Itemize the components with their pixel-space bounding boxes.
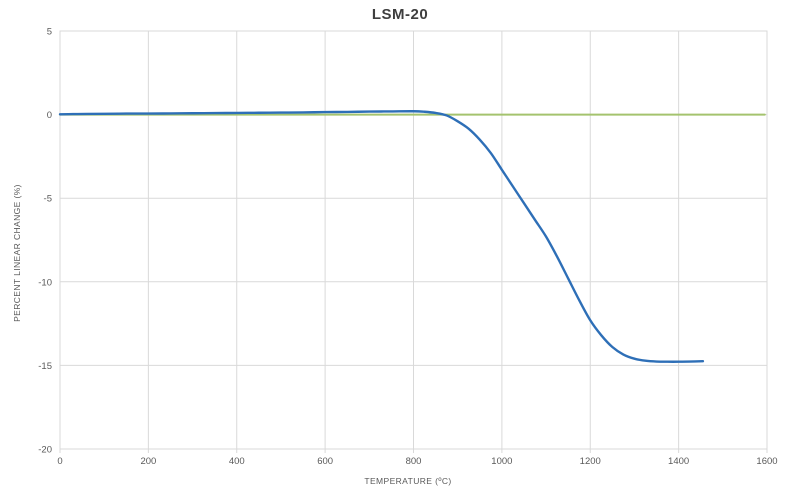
x-tick-label: 1000 <box>491 456 512 467</box>
x-tick-label: 800 <box>406 456 422 467</box>
y-tick-label: -20 <box>38 445 52 456</box>
x-tick-label: 0 <box>57 456 62 467</box>
y-tick-label: 5 <box>47 27 52 38</box>
x-tick-label: 400 <box>229 456 245 467</box>
x-tick-label: 1400 <box>668 456 689 467</box>
x-tick-label: 1200 <box>580 456 601 467</box>
plot-border <box>59 30 768 450</box>
x-tick-label: 200 <box>140 456 156 467</box>
y-tick-label: -5 <box>44 194 52 205</box>
x-tick-label: 600 <box>317 456 333 467</box>
y-tick-label: -15 <box>38 361 52 372</box>
y-tick-label: 0 <box>47 110 52 121</box>
x-tick-label: 1600 <box>756 456 777 467</box>
y-tick-label: -10 <box>38 277 52 288</box>
x-axis-label: TEMPERATURE (ºC) <box>364 476 452 486</box>
series-line-lsm20 <box>58 110 705 363</box>
chart-title: LSM-20 <box>371 6 429 23</box>
y-axis-label: PERCENT LINEAR CHANGE (%) <box>12 184 22 322</box>
